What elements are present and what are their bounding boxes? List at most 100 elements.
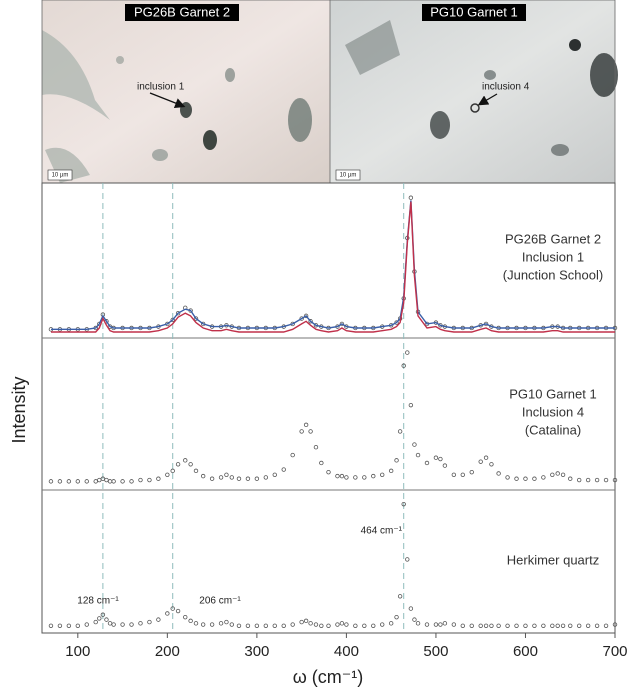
data-point bbox=[452, 623, 456, 627]
data-point bbox=[443, 464, 447, 468]
data-point bbox=[176, 609, 180, 613]
data-point bbox=[327, 624, 331, 628]
panel-label: PG26B Garnet 2 bbox=[505, 231, 601, 246]
data-point bbox=[176, 462, 180, 466]
data-point bbox=[237, 477, 241, 481]
data-point bbox=[85, 480, 89, 484]
data-point bbox=[586, 478, 590, 482]
data-point bbox=[336, 474, 340, 478]
data-point bbox=[210, 623, 214, 627]
x-tick-label: 700 bbox=[602, 643, 627, 660]
data-point bbox=[264, 624, 268, 628]
data-point bbox=[561, 473, 565, 477]
data-point bbox=[595, 478, 599, 482]
panel-label: Inclusion 1 bbox=[522, 249, 584, 264]
data-point bbox=[76, 480, 80, 484]
data-point bbox=[139, 478, 143, 482]
data-point bbox=[309, 430, 313, 434]
data-point bbox=[340, 474, 344, 478]
data-point bbox=[130, 480, 134, 484]
data-point bbox=[76, 624, 80, 628]
data-point bbox=[380, 473, 384, 477]
micrograph bbox=[42, 0, 330, 183]
data-point bbox=[320, 624, 324, 628]
data-point bbox=[577, 478, 581, 482]
data-point bbox=[304, 619, 308, 623]
data-point bbox=[108, 480, 112, 484]
data-point bbox=[264, 476, 268, 480]
micrograph bbox=[330, 0, 618, 183]
data-point bbox=[166, 612, 170, 616]
data-point bbox=[561, 624, 565, 628]
data-point bbox=[189, 462, 193, 466]
data-point bbox=[94, 480, 98, 484]
panel-label: Herkimer quartz bbox=[507, 552, 599, 567]
data-point bbox=[354, 476, 358, 480]
data-point bbox=[309, 622, 313, 626]
data-point bbox=[542, 476, 546, 480]
data-point bbox=[551, 624, 555, 628]
data-point bbox=[183, 459, 187, 463]
data-point bbox=[282, 624, 286, 628]
data-point bbox=[189, 619, 193, 623]
data-point bbox=[542, 624, 546, 628]
data-point bbox=[255, 477, 259, 481]
data-point bbox=[219, 622, 223, 626]
annotation: inclusion 1 bbox=[137, 82, 185, 93]
data-point bbox=[434, 456, 438, 460]
data-point bbox=[484, 456, 488, 460]
data-point bbox=[398, 430, 402, 434]
data-point bbox=[273, 624, 277, 628]
data-point bbox=[327, 470, 331, 474]
data-point bbox=[67, 480, 71, 484]
data-point bbox=[49, 624, 53, 628]
x-tick-label: 500 bbox=[423, 643, 448, 660]
scale-bar: 10 µm bbox=[340, 173, 357, 179]
data-point bbox=[225, 620, 229, 624]
data-point bbox=[49, 480, 53, 484]
data-point bbox=[595, 624, 599, 628]
data-point bbox=[112, 623, 116, 627]
data-point bbox=[58, 480, 62, 484]
x-tick-label: 100 bbox=[65, 643, 90, 660]
data-point bbox=[395, 615, 399, 619]
data-point bbox=[416, 453, 420, 457]
panel-label: Inclusion 4 bbox=[522, 404, 584, 419]
data-point bbox=[568, 624, 572, 628]
data-point bbox=[524, 624, 528, 628]
fit-line bbox=[51, 200, 615, 329]
data-point bbox=[470, 624, 474, 628]
data-point bbox=[533, 477, 537, 481]
data-point bbox=[246, 477, 250, 481]
data-point bbox=[395, 459, 399, 463]
data-point bbox=[336, 623, 340, 627]
data-point bbox=[479, 460, 483, 464]
image-title: PG10 Garnet 1 bbox=[430, 4, 517, 19]
data-point bbox=[604, 478, 608, 482]
reference-label: 206 cm⁻¹ bbox=[199, 596, 241, 607]
data-point bbox=[201, 623, 205, 627]
data-point bbox=[300, 620, 304, 624]
data-point bbox=[85, 623, 89, 627]
data-point bbox=[98, 478, 102, 482]
data-point bbox=[246, 624, 250, 628]
annotation: inclusion 4 bbox=[482, 82, 530, 93]
data-point bbox=[405, 351, 409, 355]
data-point bbox=[479, 624, 483, 628]
page: {"images": [ {"title": "PG26B Garnet 2",… bbox=[0, 0, 630, 691]
data-point bbox=[484, 624, 488, 628]
data-point bbox=[171, 469, 175, 473]
data-point bbox=[108, 622, 112, 626]
data-point bbox=[497, 624, 501, 628]
data-point bbox=[219, 476, 223, 480]
data-point bbox=[416, 622, 420, 626]
data-point bbox=[194, 469, 198, 473]
data-point bbox=[300, 430, 304, 434]
data-point bbox=[105, 478, 109, 482]
data-point bbox=[470, 470, 474, 474]
data-point bbox=[166, 473, 170, 477]
data-point bbox=[225, 473, 229, 477]
data-point bbox=[210, 477, 214, 481]
panel-label: (Junction School) bbox=[503, 267, 603, 282]
data-point bbox=[425, 461, 429, 465]
